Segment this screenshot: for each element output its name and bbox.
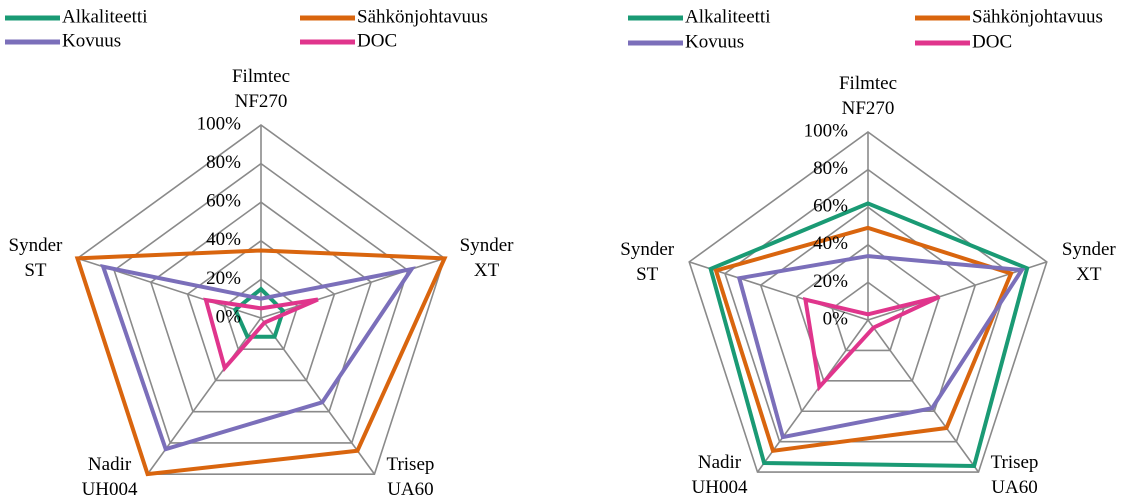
tick-label: 100% <box>804 120 849 141</box>
grid-line <box>795 243 941 382</box>
category-label: Synder ST <box>620 238 675 285</box>
category-label: Synder XT <box>459 235 514 282</box>
tick-label: 100% <box>197 113 242 134</box>
axis-spoke <box>260 257 445 319</box>
legend-label: Sähkönjohtavuus <box>357 6 488 27</box>
category-label: Filmtec NF270 <box>231 66 291 112</box>
series-line <box>802 294 941 392</box>
category-label: Nadir UH004 <box>691 452 748 499</box>
tick-label: 0% <box>216 306 242 327</box>
axis-spoke <box>756 319 869 473</box>
category-label: Filmtec NF270 <box>838 73 898 119</box>
legend-label: Alkaliteetti <box>62 6 147 27</box>
tick-label: 20% <box>813 271 848 292</box>
category-label: Trisep UA60 <box>990 452 1039 499</box>
legend-label: Kovuus <box>62 30 121 51</box>
grid-line <box>724 168 1012 443</box>
legend-label: Alkaliteetti <box>685 6 770 27</box>
grid-line <box>831 281 905 352</box>
legend-label: Kovuus <box>685 31 744 52</box>
grid-line <box>149 201 373 413</box>
tick-label: 0% <box>823 308 849 329</box>
tick-label: 40% <box>206 229 241 250</box>
legend-label: DOC <box>357 30 397 51</box>
tick-label: 20% <box>206 268 241 289</box>
grid-line <box>113 162 409 444</box>
grid-line <box>688 131 1048 473</box>
category-label: Nadir UH004 <box>81 454 138 501</box>
series-line <box>203 297 319 373</box>
grid-line <box>76 124 446 475</box>
series-line <box>100 264 416 452</box>
legend-label: DOC <box>972 31 1012 52</box>
tick-label: 80% <box>813 158 848 179</box>
series-line <box>74 248 448 477</box>
axis-spoke <box>867 319 980 473</box>
legend-label: Sähkönjohtavuus <box>972 6 1103 27</box>
tick-label: 60% <box>813 196 848 217</box>
category-label: Synder ST <box>8 235 63 282</box>
series-line <box>736 254 1026 440</box>
category-label: Trisep UA60 <box>386 454 435 501</box>
tick-label: 80% <box>206 152 241 173</box>
tick-label: 60% <box>206 191 241 212</box>
axis-spoke <box>260 317 376 475</box>
tick-label: 40% <box>813 233 848 254</box>
series-line <box>708 201 1030 469</box>
category-label: Synder XT <box>1061 238 1116 285</box>
